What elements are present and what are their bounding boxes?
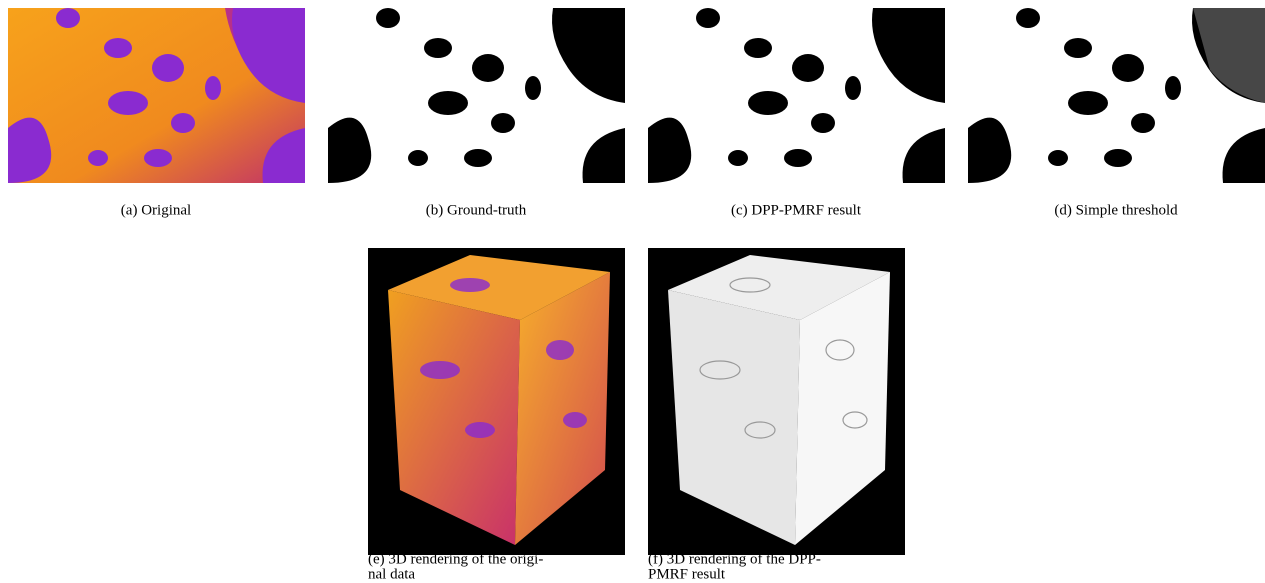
caption: (a) Original (121, 202, 191, 218)
caption: PMRF result (648, 566, 726, 582)
figure: (a) Original (b) Ground-truth (c) DPP-PM… (0, 0, 1265, 583)
image-dpp-pmrf (648, 8, 945, 183)
image-ground-truth (328, 8, 625, 183)
caption: (c) DPP-PMRF result (731, 202, 862, 218)
caption: (f) 3D rendering of the DPP- (648, 551, 821, 567)
caption: (d) Simple threshold (1054, 202, 1178, 218)
caption: (b) Ground-truth (426, 202, 527, 218)
caption: nal data (368, 566, 415, 582)
image-original (8, 8, 305, 183)
image-3d-original (368, 248, 625, 555)
caption: (e) 3D rendering of the origi- (368, 551, 543, 567)
image-3d-result (648, 248, 905, 555)
image-threshold (968, 8, 1265, 183)
